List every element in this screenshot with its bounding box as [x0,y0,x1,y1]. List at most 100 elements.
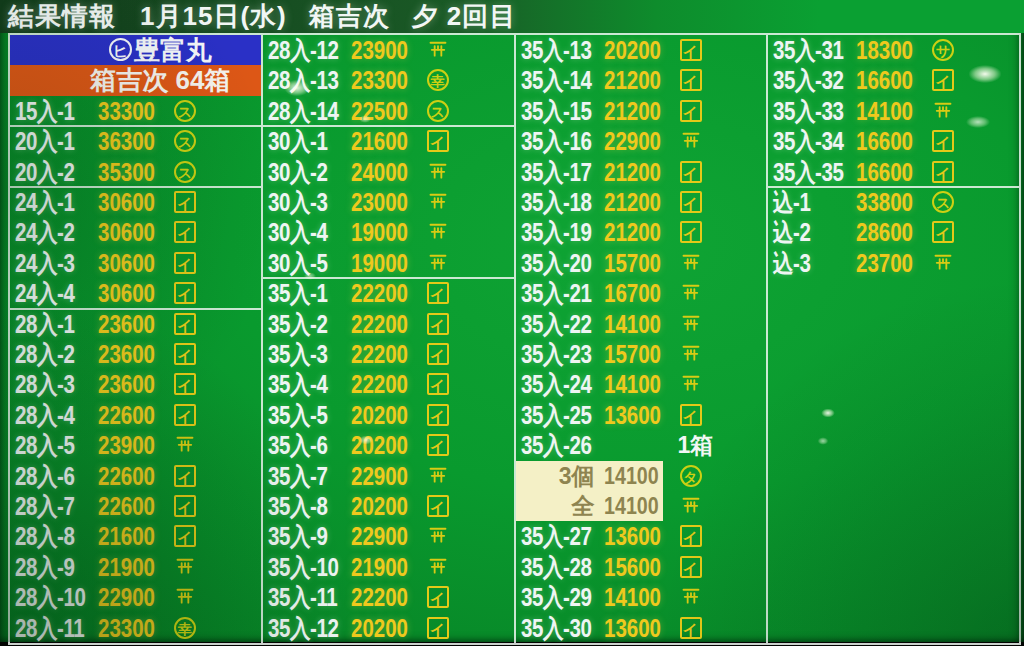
buyer-mark-icon [427,465,449,487]
buyer-mark-icon: 幸 [427,69,449,91]
price-value: 24000 [351,157,408,187]
result-row: 28入-523900 [10,430,261,460]
buyer-mark-icon: イ [680,525,702,547]
lot-label: 込-1 [773,187,811,217]
buyer-mark-icon [680,130,702,152]
buyer-mark-icon: イ [174,252,196,274]
buyer-mark-icon: イ [680,404,702,426]
display-panel: 結果情報1月15日(水)箱吉次夕2回目 ヒ豊富丸箱吉次 64箱15入-13330… [0,0,1024,642]
buyer-mark-icon: タ [680,465,702,487]
page-title: 結果情報 [8,1,116,31]
buyer-mark-icon [427,161,449,183]
lot-label: 24入-1 [15,187,74,217]
result-row: 28入-422600イ [10,400,261,430]
group-divider [768,186,1019,188]
result-row: 35入-33 14100 [768,96,1019,126]
buyer-mark-icon: イ [932,221,954,243]
buyer-mark-icon [932,100,954,122]
price-value: 22600 [98,491,155,521]
result-row: 28入-123600イ [10,309,261,339]
lot-label: 35入-19 [521,217,591,247]
lot-label: 35入-28 [521,552,591,582]
price-value: 22600 [98,461,155,491]
lot-label: 20入-2 [15,157,74,187]
price-value: 21600 [98,521,155,551]
buyer-mark-icon [680,495,702,517]
buyer-mark-icon: イ [427,130,449,152]
buyer-mark-icon: イ [174,495,196,517]
price-value: 23700 [856,248,913,278]
result-row: 28入-921900 [10,552,261,582]
price-value: 13600 [604,400,661,430]
result-row: 35入-922900 [263,521,514,551]
price-value: 20200 [351,613,408,643]
lot-label: 35入-10 [268,552,338,582]
price-value: 16700 [604,278,661,308]
buyer-mark-icon: イ [427,404,449,426]
lot-label: 35入-30 [521,613,591,643]
buyer-mark-icon: イ [174,191,196,213]
price-value: 20200 [351,430,408,460]
result-row: 24入-230600イ [10,217,261,247]
buyer-mark-icon: イ [427,373,449,395]
price-value: 23600 [98,309,155,339]
result-row: 35入-1622900 [516,126,767,156]
lot-label: 35入-7 [268,461,327,491]
result-row: 35入-222200イ [263,309,514,339]
vessel-banner: ヒ豊富丸 [10,35,261,65]
sub-result-row: 全14100 [516,491,767,521]
lot-label: 35入-25 [521,400,591,430]
result-row: 15入-133300ス [10,96,261,126]
lot-label: 35入-27 [521,521,591,551]
result-row: 込-323700 [768,248,1019,278]
lot-label: 35入-34 [773,126,843,156]
buyer-mark-icon [174,586,196,608]
lot-label: 28入-7 [15,491,74,521]
sub-result-row: 3個14100タ [516,461,767,491]
price-value: 23900 [98,430,155,460]
buyer-mark-icon: イ [427,282,449,304]
buyer-mark-icon: イ [174,525,196,547]
buyer-mark-icon: イ [680,221,702,243]
lot-label: 35入-13 [521,35,591,65]
price-value: 14100 [856,96,913,126]
board-column-1: ヒ豊富丸箱吉次 64箱15入-133300ス20入-136300ス20入-235… [10,35,261,643]
lot-label: 28入-8 [15,521,74,551]
price-value: 21900 [351,552,408,582]
price-value: 23900 [351,35,408,65]
price-value: 19000 [351,217,408,247]
lot-label: 28入-13 [268,65,338,95]
lot-label: 24入-4 [15,278,74,308]
lot-label: 35入-18 [521,187,591,217]
buyer-mark-icon: イ [932,161,954,183]
lot-label: 35入-11 [268,582,337,612]
price-value: 19000 [351,248,408,278]
lot-label: 28入-9 [15,552,74,582]
result-row: 35入-1821200イ [516,187,767,217]
price-value: 16600 [856,65,913,95]
result-row: 35入-722900 [263,461,514,491]
header-session: 夕 [412,1,439,31]
price-value: 22200 [351,278,408,308]
header-date: 1月15日(水) [140,1,287,31]
price-value: 14100 [604,309,661,339]
lot-label: 35入-31 [773,35,843,65]
price-value: 30600 [98,248,155,278]
header-market: 箱吉次 [309,1,390,31]
lot-label: 28入-6 [15,461,74,491]
lot-label: 込-2 [773,217,811,247]
price-value: 22200 [351,339,408,369]
buyer-mark-icon: イ [174,313,196,335]
buyer-mark-icon: イ [174,404,196,426]
result-row: 35入-1921200イ [516,217,767,247]
result-row: 込-228600イ [768,217,1019,247]
price-value: 23300 [351,65,408,95]
price-value: 20200 [351,491,408,521]
result-row: 35入-25 13600 イ [516,400,767,430]
price-value: 14100 [604,461,659,491]
lot-label: 35入-33 [773,96,843,126]
result-row: 35入-2116700 [516,278,767,308]
note-text: 1箱 [678,430,714,460]
result-row: 35入-2713600イ [516,521,767,551]
price-value: 36300 [98,126,155,156]
